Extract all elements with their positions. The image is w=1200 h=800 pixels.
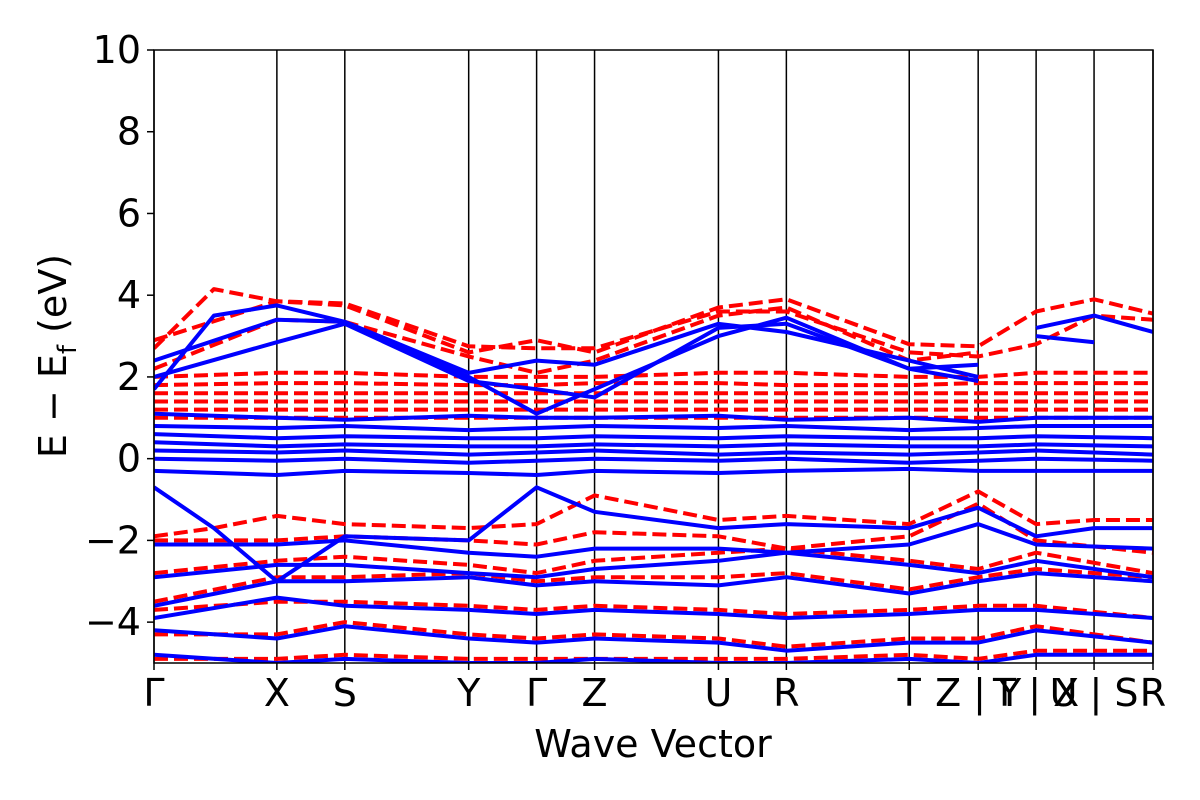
x-axis-title: Wave Vector (534, 722, 772, 766)
x-tick-label-12: R (1140, 671, 1166, 715)
band-line-1-8 (154, 440, 1153, 449)
y-tick-label-5: 6 (117, 191, 141, 235)
bands-layer (154, 287, 1153, 663)
y-tick-label-3: 2 (117, 355, 141, 399)
y-tick-label-0: −4 (85, 600, 141, 644)
band-line-0-13 (154, 599, 1153, 620)
band-line-0-3 (154, 370, 1153, 379)
band-line-1-0 (154, 303, 979, 416)
solid-blue-bands (154, 303, 1153, 663)
y-tick-label-7: 10 (93, 28, 141, 72)
plot-frame (153, 49, 1154, 664)
band-line-0-10 (154, 501, 1153, 555)
band-line-0-4 (154, 381, 1153, 388)
band-line-1-18 (154, 652, 1153, 663)
x-tick-label-0: Γ (143, 671, 164, 715)
x-tick-label-2: S (333, 671, 357, 715)
band-line-1-6 (154, 424, 1153, 433)
y-tick-label-6: 8 (117, 110, 141, 154)
y-axis-title-subscript: f (53, 344, 83, 354)
x-tick-label-3: Y (456, 671, 481, 715)
dashed-red-bands (154, 287, 1153, 661)
x-tick-label-7: R (773, 671, 799, 715)
x-tick-label-10: T | X (992, 671, 1079, 716)
band-line-1-16 (154, 595, 1153, 620)
band-line-0-12 (154, 567, 1153, 604)
band-line-1-13 (154, 522, 1153, 559)
band-line-0-15 (154, 648, 1153, 661)
y-tick-label-4: 4 (117, 273, 141, 317)
x-tick-label-1: X (264, 671, 290, 715)
band-line-0-9 (154, 489, 1153, 539)
y-tick-label-1: −2 (85, 518, 141, 562)
y-tick-label-2: 0 (117, 437, 141, 481)
y-axis-title-unit: (eV) (31, 254, 75, 345)
y-axis-title: E − Ef (eV) (31, 254, 83, 458)
band-line-1-9 (154, 448, 1153, 457)
x-tick-label-6: U (705, 671, 733, 715)
band-line-0-11 (154, 546, 1153, 576)
x-tick-label-9: Z | Y (935, 671, 1022, 716)
band-line-1-15 (154, 571, 1153, 608)
band-line-1-2 (154, 321, 979, 400)
band-line-1-14 (154, 550, 1153, 580)
x-tick-label-5: Z (582, 671, 608, 715)
band-line-1-4 (1035, 334, 1095, 345)
x-tick-label-4: Γ (526, 671, 547, 715)
band-line-1-3 (1035, 313, 1153, 334)
band-line-1-11 (154, 466, 1153, 477)
band-line-1-17 (154, 624, 1153, 653)
band-line-1-5 (154, 411, 1153, 424)
y-axis-ticks: −4 −2 0 2 4 6 8 10 (85, 28, 154, 644)
y-axis-title-main: E − E (31, 354, 75, 458)
band-line-0-14 (154, 620, 1153, 649)
band-line-1-12 (154, 485, 1153, 584)
band-line-0-0 (154, 297, 1153, 355)
band-line-1-10 (154, 456, 1153, 465)
x-tick-label-11: U | S (1050, 671, 1139, 716)
band-line-1-7 (154, 432, 1153, 441)
x-tick-label-8: T (897, 671, 922, 715)
